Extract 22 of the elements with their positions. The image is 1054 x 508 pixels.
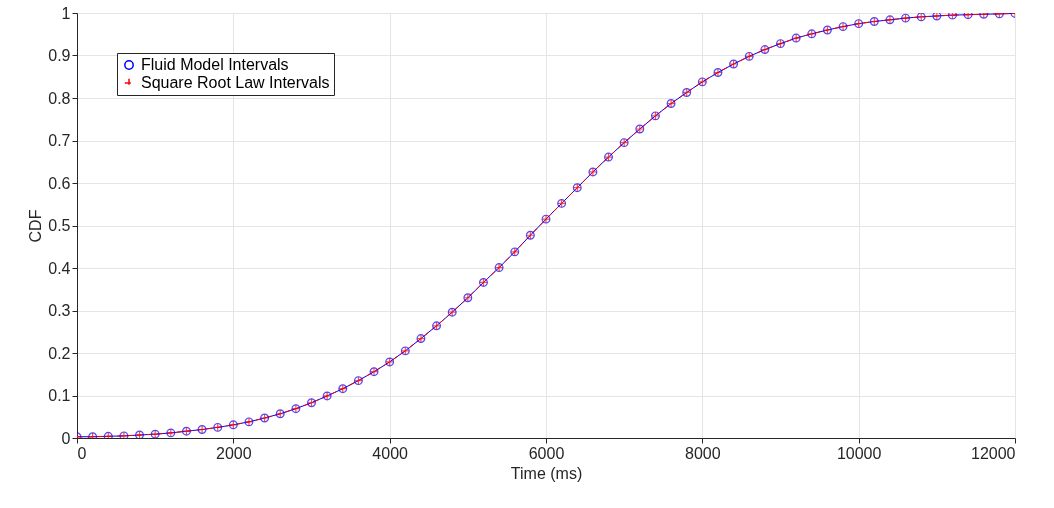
y-tick-label: 0.1: [48, 387, 71, 404]
y-tick-label: 0.3: [48, 302, 71, 319]
y-tick-label: 0.9: [48, 47, 71, 64]
x-tick-label: 6000: [528, 444, 565, 462]
x-tick-label: 4000: [372, 444, 409, 462]
y-tick-label: 0.8: [48, 89, 71, 107]
y-tick-label: 0.5: [48, 217, 71, 234]
x-tick-label: 2000: [216, 444, 252, 462]
y-tick-label: 0.7: [48, 132, 71, 149]
y-tick-label: 0.4: [48, 259, 71, 277]
y-tick-label: 0.6: [48, 174, 71, 192]
legend-label: Square Root Law Intervals: [141, 74, 330, 91]
x-tick-label: 10000: [836, 444, 882, 462]
x-axis-title: Time (ms): [510, 464, 583, 482]
y-tick-label: 0: [61, 429, 71, 447]
y-axis-title: CDF: [27, 209, 45, 243]
x-tick-label: 12000: [971, 444, 1016, 462]
y-tick-label: 1: [61, 4, 71, 22]
x-tick-label: 0: [77, 444, 87, 462]
y-tick-label: 0.2: [48, 344, 71, 362]
x-tick-label: 8000: [685, 444, 721, 462]
legend-label: Fluid Model Intervals: [141, 56, 289, 73]
